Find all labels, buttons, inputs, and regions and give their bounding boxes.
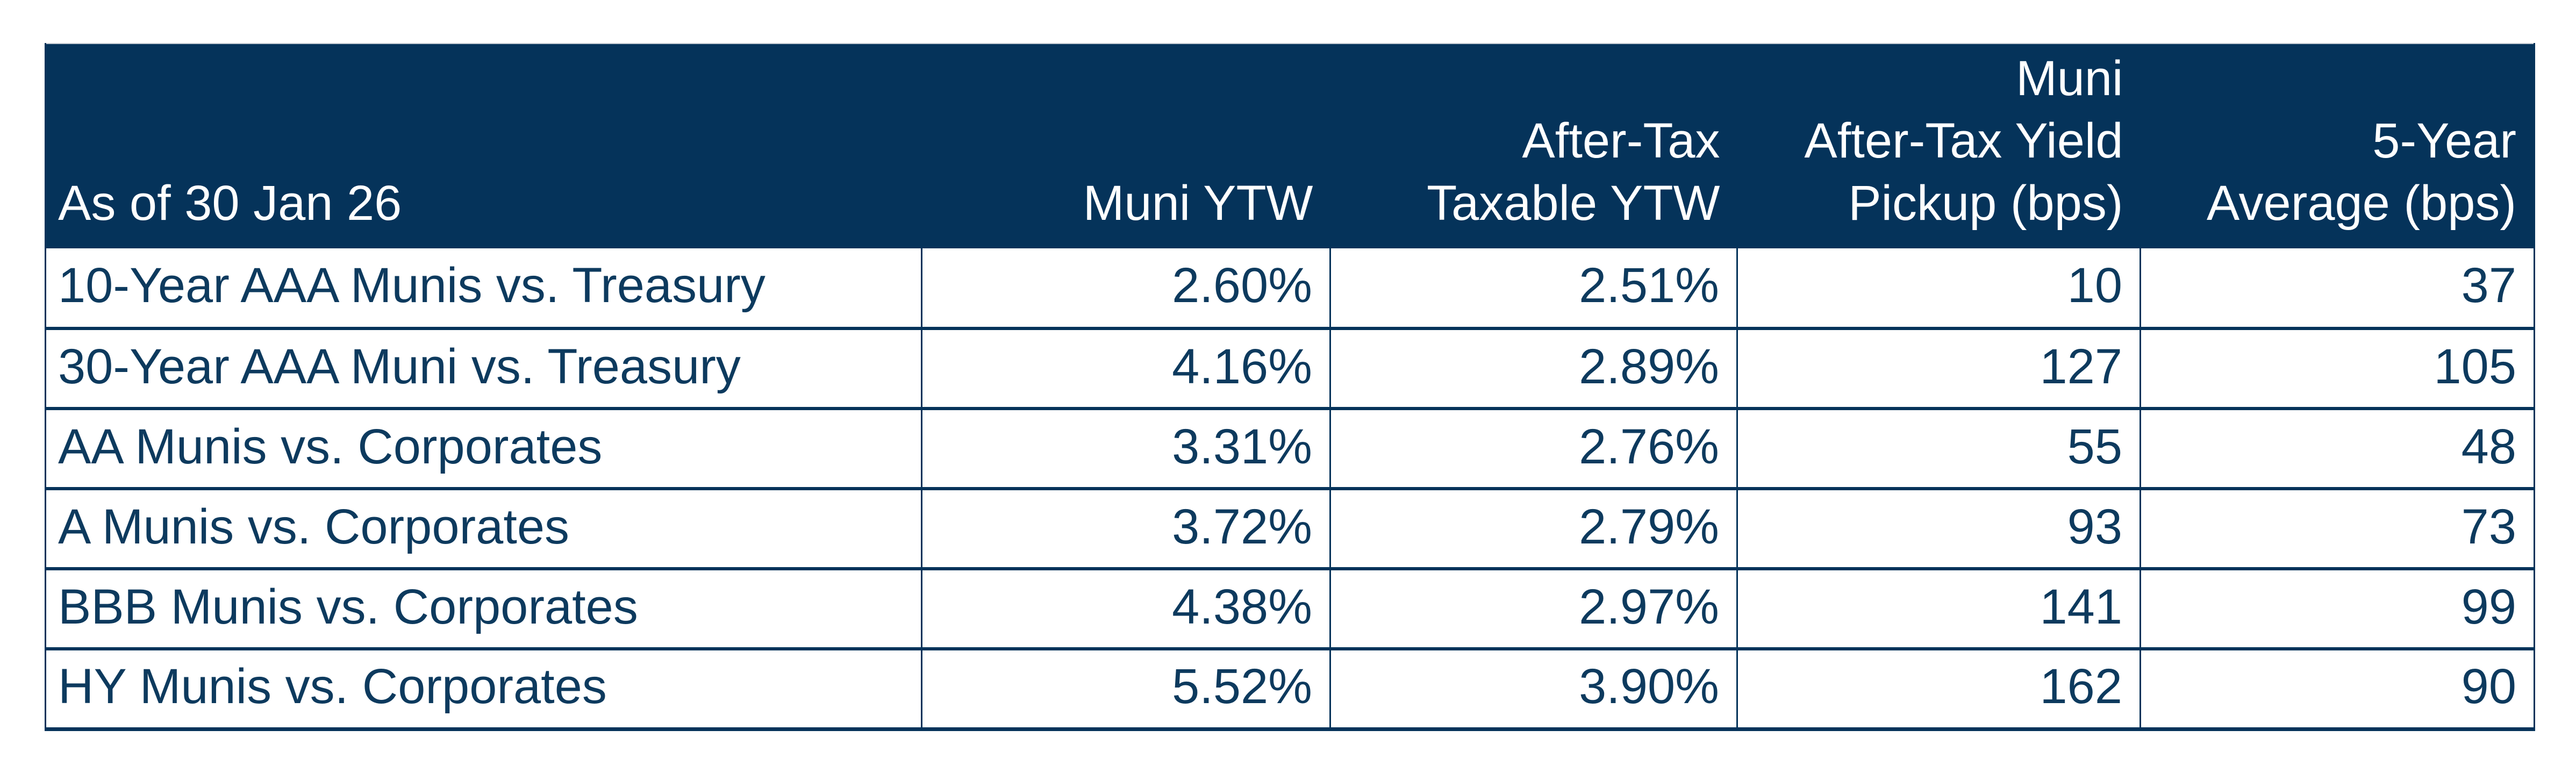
yield-pickup-bps-value: 93 (1736, 487, 2141, 570)
header-after-tax-taxable-ytw: After-Tax Taxable YTW (1330, 44, 1737, 248)
muni-ytw-value: 5.52% (921, 647, 1331, 730)
table-row: HY Munis vs. Corporates 5.52% 3.90% 162 … (45, 647, 2535, 730)
yield-pickup-bps-value: 162 (1736, 647, 2141, 730)
row-label: A Munis vs. Corporates (45, 487, 922, 570)
after-tax-taxable-ytw-value: 2.76% (1329, 407, 1738, 490)
row-label: 30-Year AAA Muni vs. Treasury (45, 327, 922, 410)
header-muni-after-tax-yield-pickup: Muni After-Tax Yield Pickup (bps) (1737, 44, 2141, 248)
five-year-average-bps-value: 99 (2139, 567, 2535, 650)
muni-ytw-value: 3.72% (921, 487, 1331, 570)
yield-pickup-bps-value: 55 (1736, 407, 2141, 490)
yield-pickup-bps-value: 10 (1736, 248, 2141, 330)
after-tax-taxable-ytw-value: 3.90% (1329, 647, 1738, 730)
muni-ytw-value: 2.60% (921, 248, 1331, 330)
after-tax-taxable-ytw-value: 2.51% (1329, 248, 1738, 330)
row-label: BBB Munis vs. Corporates (45, 567, 922, 650)
table-row: 10-Year AAA Munis vs. Treasury 2.60% 2.5… (45, 248, 2535, 330)
after-tax-taxable-ytw-value: 2.89% (1329, 327, 1738, 410)
muni-yield-comparison-table: As of 30 Jan 26 Muni YTW After-Tax Taxab… (45, 43, 2535, 731)
yield-pickup-bps-value: 141 (1736, 567, 2141, 650)
after-tax-taxable-ytw-value: 2.97% (1329, 567, 1738, 650)
row-label: AA Munis vs. Corporates (45, 407, 922, 490)
five-year-average-bps-value: 37 (2139, 248, 2535, 330)
muni-ytw-value: 4.38% (921, 567, 1331, 650)
header-row: As of 30 Jan 26 Muni YTW After-Tax Taxab… (45, 44, 2535, 248)
yield-pickup-bps-value: 127 (1736, 327, 2141, 410)
five-year-average-bps-value: 73 (2139, 487, 2535, 570)
muni-ytw-value: 3.31% (921, 407, 1331, 490)
row-label: 10-Year AAA Munis vs. Treasury (45, 248, 922, 330)
table-row: 30-Year AAA Muni vs. Treasury 4.16% 2.89… (45, 327, 2535, 410)
row-label: HY Munis vs. Corporates (45, 647, 922, 730)
five-year-average-bps-value: 48 (2139, 407, 2535, 490)
five-year-average-bps-value: 105 (2139, 327, 2535, 410)
table-row: BBB Munis vs. Corporates 4.38% 2.97% 141… (45, 567, 2535, 650)
table-row: A Munis vs. Corporates 3.72% 2.79% 93 73 (45, 487, 2535, 570)
five-year-average-bps-value: 90 (2139, 647, 2535, 730)
header-as-of-date: As of 30 Jan 26 (45, 44, 922, 248)
after-tax-taxable-ytw-value: 2.79% (1329, 487, 1738, 570)
header-five-year-average: 5-Year Average (bps) (2140, 44, 2535, 248)
header-muni-ytw: Muni YTW (921, 44, 1330, 248)
muni-ytw-value: 4.16% (921, 327, 1331, 410)
table-row: AA Munis vs. Corporates 3.31% 2.76% 55 4… (45, 407, 2535, 490)
